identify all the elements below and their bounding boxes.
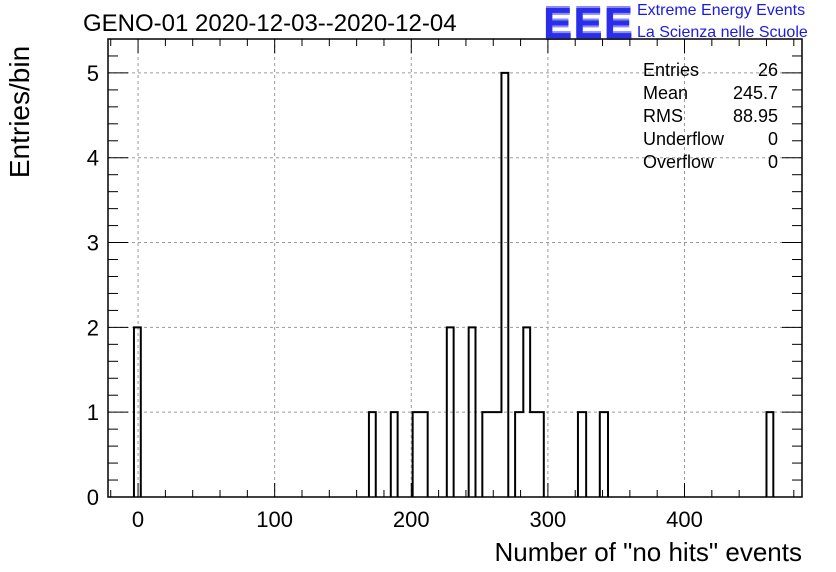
histogram-bin	[447, 327, 454, 497]
stat-value: 26	[757, 60, 778, 80]
plot-frame	[107, 38, 803, 498]
histogram-bin	[600, 412, 608, 497]
x-tick-label: 0	[132, 507, 144, 532]
histogram-bin	[369, 412, 376, 497]
histogram-bin	[578, 412, 586, 497]
histogram-outline	[132, 71, 775, 497]
y-tick-label: 5	[87, 61, 99, 86]
stat-value: 0	[767, 129, 778, 149]
stat-label: Mean	[643, 83, 689, 103]
histogram-bin	[515, 412, 523, 497]
histogram-bin	[391, 412, 398, 497]
histogram-bin	[134, 327, 141, 497]
histogram-bin	[469, 327, 476, 497]
stat-value: 245.7	[732, 83, 778, 103]
stat-label: RMS	[643, 106, 683, 126]
histogram-bin	[501, 73, 508, 497]
y-tick-label: 3	[87, 231, 99, 256]
logo-line-1: Extreme Energy Events	[637, 2, 806, 19]
stat-value: 0	[767, 152, 778, 172]
histogram-bin	[523, 327, 530, 497]
stat-value: 88.95	[732, 106, 778, 126]
histogram-bin	[413, 412, 428, 497]
y-tick-label: 0	[87, 485, 99, 510]
stat-label: Underflow	[643, 129, 725, 149]
x-axis-label: Number of "no hits" events	[494, 537, 803, 567]
histogram-bin	[530, 412, 544, 497]
x-tick-label: 400	[666, 507, 703, 532]
x-tick-label: 200	[393, 507, 430, 532]
x-tick-label: 100	[256, 507, 293, 532]
x-tick-label: 300	[530, 507, 567, 532]
histogram-bin	[482, 412, 501, 497]
y-tick-label: 4	[87, 146, 99, 171]
y-tick-label: 2	[87, 315, 99, 340]
logo-line-2: La Scienza nelle Scuole	[637, 24, 808, 41]
stat-label: Entries	[643, 60, 700, 80]
chart-title: GENO-01 2020-12-03--2020-12-04	[83, 10, 457, 37]
y-tick-label: 1	[87, 400, 99, 425]
stat-label: Overflow	[643, 152, 715, 172]
histogram-bin	[766, 412, 773, 497]
eee-logo: EEE	[543, 0, 635, 48]
